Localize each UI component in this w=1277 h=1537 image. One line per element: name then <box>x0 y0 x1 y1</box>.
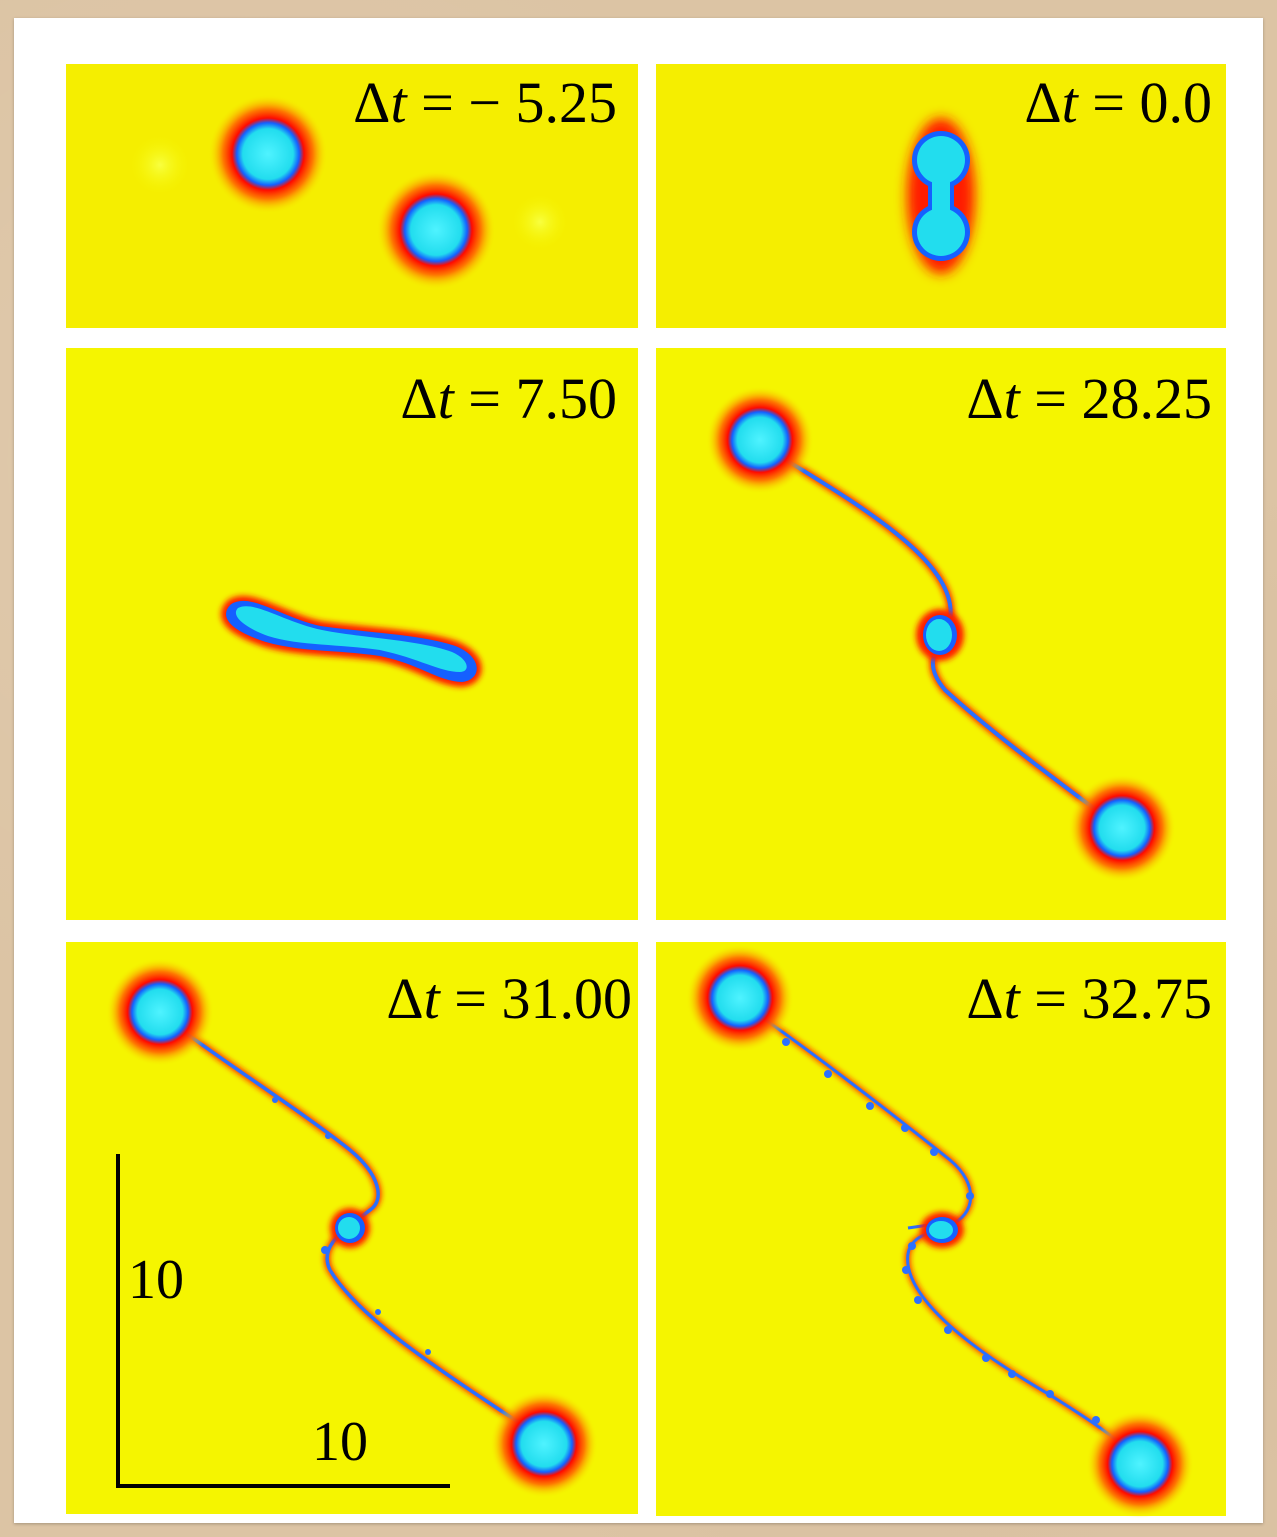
filament <box>158 1012 546 1442</box>
vortex-core <box>1068 774 1176 882</box>
vortex-core <box>686 944 794 1052</box>
vortex-core <box>376 170 496 290</box>
merging-vortex-pair <box>907 118 975 274</box>
central-vortex-core <box>926 619 952 651</box>
vortex-core <box>1086 1410 1194 1518</box>
vortex-core <box>706 386 814 494</box>
central-vortex-core <box>338 1217 360 1239</box>
faint-satellite <box>512 194 568 250</box>
scale-bar: 10 10 <box>116 1154 450 1488</box>
filament-beads <box>272 1097 431 1355</box>
panel-1: Δt = − 5.25 <box>66 64 638 328</box>
panel-6: Δt = 32.75 <box>656 942 1226 1518</box>
filament-beads <box>782 1038 1100 1424</box>
elongated-vortex <box>221 595 482 688</box>
scale-bar-vertical-label: 10 <box>128 1249 184 1311</box>
vortex-core <box>208 94 328 214</box>
scale-bar-horizontal-label: 10 <box>312 1411 368 1473</box>
panel-label: Δt = − 5.25 <box>353 70 617 135</box>
vortex-core <box>490 1390 598 1498</box>
panel-4: Δt = 28.25 <box>656 348 1226 920</box>
panel-label: Δt = 28.25 <box>966 366 1212 431</box>
panel-label: Δt = 31.00 <box>386 966 632 1031</box>
vortex-core <box>106 958 214 1066</box>
panel-5: 10 10 Δt = 31.00 <box>66 942 638 1514</box>
central-vortex-core <box>929 1221 953 1239</box>
panel-label: Δt = 32.75 <box>966 966 1212 1031</box>
panel-label: Δt = 0.0 <box>1024 70 1212 135</box>
panel-3: Δt = 7.50 <box>66 348 638 920</box>
faint-satellite <box>130 135 190 195</box>
panel-label: Δt = 7.50 <box>400 366 617 431</box>
panel-2: Δt = 0.0 <box>656 64 1226 328</box>
